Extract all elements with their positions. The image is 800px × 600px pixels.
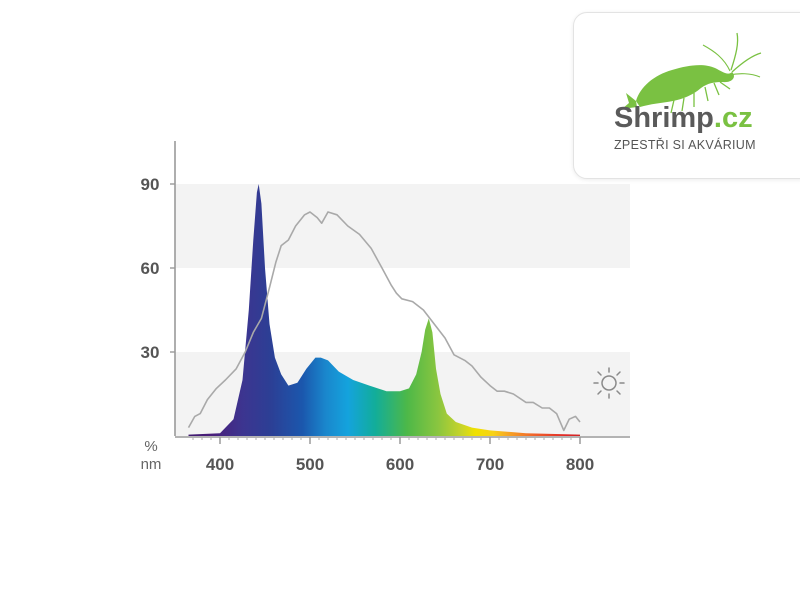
tick-labels: 400 500 600 700 800 30 60 90 [141, 175, 595, 474]
x-axis-unit: nm [141, 456, 162, 473]
x-tick-label: 500 [296, 455, 324, 474]
y-axis-unit: % [144, 438, 157, 455]
brand-name: Shrimp [614, 102, 714, 134]
series-layer [187, 184, 581, 436]
brand-tagline: ZPESTŘI SI AKVÁRIUM [614, 137, 756, 152]
x-tick-label: 700 [476, 455, 504, 474]
grid-band [175, 184, 630, 268]
axes [174, 141, 630, 438]
led-spectrum-area [188, 184, 580, 436]
x-tick-label: 600 [386, 455, 414, 474]
y-tick-label: 30 [141, 343, 160, 362]
x-tick-label: 800 [566, 455, 594, 474]
x-tick-label: 400 [206, 455, 234, 474]
svg-text:Shrimp.cz: Shrimp.cz [614, 102, 753, 134]
shrimp-icon [622, 32, 762, 114]
y-tick-label: 90 [141, 175, 160, 194]
sun-icon [593, 367, 625, 399]
sunlight-reference-line [187, 211, 581, 432]
brand-logo-card[interactable]: Shrimp.cz ZPESTŘI SI AKVÁRIUM [573, 12, 800, 179]
brand-tld: .cz [714, 102, 753, 134]
y-tick-label: 60 [141, 259, 160, 278]
